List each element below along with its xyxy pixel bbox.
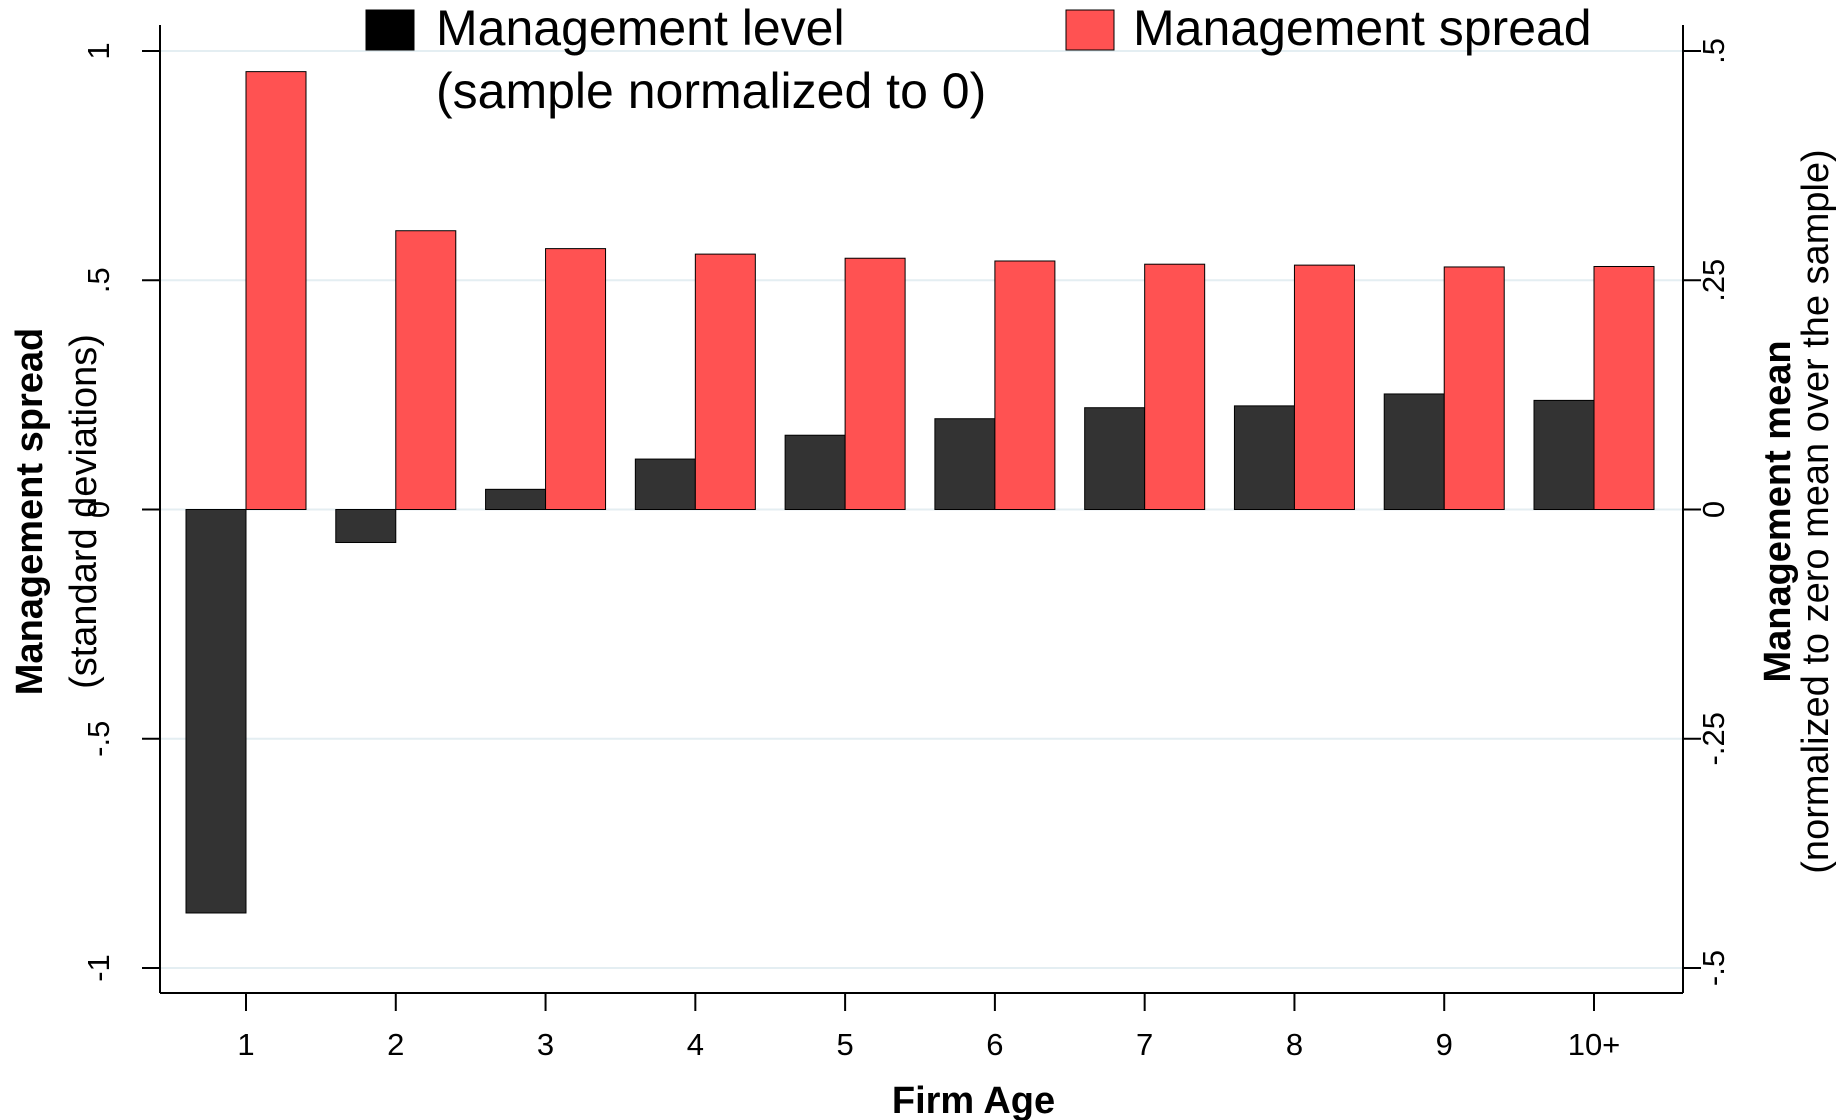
bar-management-spread [245, 71, 307, 510]
bar-management-spread [994, 260, 1056, 511]
legend: Management level (sample normalized to 0)… [365, 0, 1592, 119]
x-tick-label: 7 [1136, 1027, 1153, 1062]
bar-management-level [634, 458, 696, 511]
axes [142, 25, 1701, 1011]
right-tick-label: -.5 [1696, 950, 1731, 986]
x-tick-label: 3 [537, 1027, 554, 1062]
bar-management-level [1533, 399, 1595, 511]
left-tick-label: -1 [81, 954, 116, 982]
legend-swatch-management-spread [1065, 9, 1115, 51]
x-tick-label: 8 [1286, 1027, 1303, 1062]
bar-management-spread [1443, 266, 1505, 510]
left-axis-subtitle: (standard deviations) [63, 334, 105, 689]
bar-management-spread [1144, 263, 1206, 511]
bar-management-level [485, 488, 547, 510]
legend-label-management-level: Management level [436, 0, 845, 56]
bar-management-spread [1593, 265, 1655, 510]
legend-swatch-management-level [365, 9, 415, 51]
bar-management-level [1233, 405, 1295, 510]
x-tick-label: 4 [687, 1027, 704, 1062]
legend-label-management-spread: Management spread [1133, 0, 1592, 56]
bar-management-level [1383, 393, 1445, 511]
x-tick-label: 2 [387, 1027, 404, 1062]
right-tick-label: 0 [1696, 501, 1731, 518]
left-tick-label: 1 [81, 42, 116, 59]
x-axis-title: Firm Age [892, 1080, 1055, 1120]
axis-labels: -1 -.5 0 .5 1 -.5 -.25 0 .25 .5 1 2 3 4 5 6 7 8 9 10+ Firm A… [9, 38, 1837, 1120]
right-tick-label: .5 [1696, 38, 1731, 64]
left-tick-label: 0 [81, 501, 116, 518]
bars [185, 71, 1655, 914]
bar-management-spread [1293, 264, 1355, 510]
bar-management-level [185, 509, 247, 914]
bar-management-spread [395, 230, 457, 510]
bar-management-level [784, 434, 846, 510]
right-tick-label: .25 [1696, 259, 1731, 302]
right-axis-subtitle: (normalized to zero mean over the sample… [1795, 149, 1837, 873]
right-tick-label: -.25 [1696, 712, 1731, 765]
x-tick-label: 5 [836, 1027, 853, 1062]
x-tick-label: 6 [986, 1027, 1003, 1062]
left-tick-label: .5 [81, 267, 116, 293]
left-axis-title: Management spread [9, 328, 51, 695]
bar-management-spread [694, 253, 756, 510]
bar-management-level [1084, 407, 1146, 511]
x-tick-label: 1 [237, 1027, 254, 1062]
bar-management-spread [844, 257, 906, 510]
right-axis-title: Management mean [1757, 340, 1799, 682]
bar-management-level [335, 509, 397, 544]
left-tick-label: -.5 [81, 721, 116, 757]
bar-management-level [934, 418, 996, 511]
x-tick-label: 10+ [1568, 1027, 1621, 1062]
x-tick-label: 9 [1436, 1027, 1453, 1062]
legend-label-management-level-line2: (sample normalized to 0) [436, 63, 986, 119]
bar-management-spread [545, 248, 607, 510]
